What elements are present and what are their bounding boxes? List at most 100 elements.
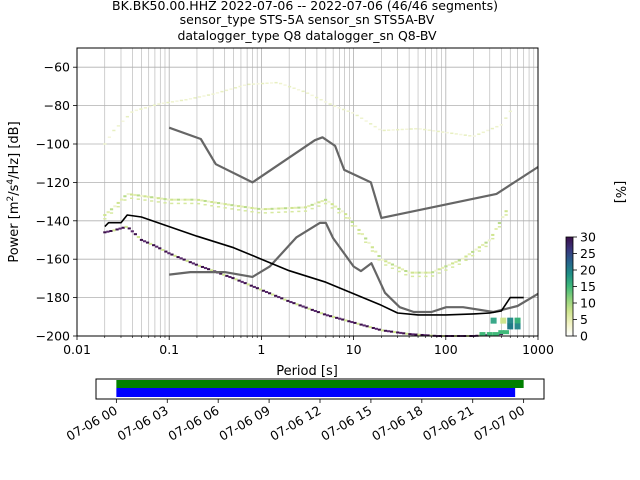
ppd-cell-upper bbox=[461, 257, 465, 260]
y-tick-label: −140 bbox=[36, 213, 70, 228]
ppd-cell-upper bbox=[384, 260, 388, 263]
ppd-cell-upper-secondary bbox=[143, 199, 147, 201]
ppd-cell-upper bbox=[390, 263, 395, 266]
ppd-cell-upper-secondary bbox=[344, 217, 348, 219]
colorbar-gradient bbox=[565, 236, 574, 337]
ppd-cell-outlier bbox=[373, 125, 377, 128]
ppd-cell-main bbox=[316, 311, 320, 314]
ppd-cell-main bbox=[423, 334, 427, 337]
ppd-cell-outlier bbox=[481, 131, 485, 134]
ppd-cell-upper-secondary bbox=[109, 212, 114, 214]
ppd-cell-upper bbox=[474, 248, 478, 251]
ppd-cell-upper bbox=[323, 198, 328, 201]
y-tick-label: −180 bbox=[36, 290, 70, 305]
ppd-cell-main bbox=[368, 326, 372, 329]
ppd-cell-outlier bbox=[382, 129, 386, 132]
ppd-cell-upper-secondary bbox=[504, 214, 508, 216]
line-nlnm bbox=[169, 221, 539, 314]
ppd-cell-upper bbox=[103, 214, 107, 217]
ppd-cell-upper bbox=[213, 201, 217, 204]
ppd-cell-main bbox=[185, 259, 189, 262]
ppd-cell-upper-secondary bbox=[277, 211, 281, 214]
ppd-cell-upper-secondary bbox=[297, 210, 301, 213]
ppd-cell-main bbox=[338, 317, 342, 320]
ppd-cell-outlier bbox=[396, 128, 400, 131]
ppd-cell-main bbox=[264, 291, 269, 294]
ppd-cell-upper bbox=[203, 199, 207, 202]
ppd-cell-outlier bbox=[278, 82, 283, 85]
ppd-cell-outlier bbox=[206, 94, 211, 96]
ppd-cell-long-period bbox=[507, 317, 514, 324]
ppd-cell-main bbox=[402, 332, 406, 335]
ppd-cell-upper-secondary bbox=[364, 241, 368, 243]
plot-frame bbox=[76, 47, 539, 337]
ppd-cell-outlier bbox=[324, 101, 328, 103]
ppd-cell-outlier bbox=[364, 120, 368, 122]
ppd-cell-upper bbox=[160, 197, 164, 200]
ppd-cell-upper bbox=[367, 241, 371, 244]
ppd-cell-outlier bbox=[220, 90, 224, 93]
ppd-cell-upper bbox=[293, 206, 298, 209]
ppd-cell-upper bbox=[320, 200, 324, 203]
ppd-cell-main bbox=[176, 256, 180, 259]
ppd-cell-upper-secondary bbox=[116, 205, 120, 208]
ppd-cell-upper-secondary bbox=[250, 210, 254, 213]
y-tick-label: −100 bbox=[36, 137, 70, 152]
ppd-cell-upper-secondary bbox=[323, 202, 328, 205]
ppd-cell-main bbox=[396, 331, 400, 334]
ppd-cell-main bbox=[252, 285, 256, 288]
ppd-cell-main bbox=[301, 305, 305, 308]
ppd-cell-upper-secondary bbox=[310, 207, 314, 210]
ppd-cell-outlier bbox=[418, 128, 422, 130]
ppd-cell-outlier bbox=[427, 129, 431, 131]
line-mode bbox=[104, 214, 524, 316]
ppd-cell-outlier bbox=[508, 110, 512, 113]
ppd-cell-upper-secondary bbox=[290, 210, 294, 213]
ppd-cell-upper bbox=[501, 216, 505, 219]
ppd-cell-outlier bbox=[265, 82, 269, 84]
ppd-cell-upper bbox=[477, 246, 481, 249]
ppd-cell-upper-secondary bbox=[337, 211, 341, 214]
ppd-cell-upper-secondary bbox=[176, 202, 181, 205]
ppd-cell-upper bbox=[180, 198, 184, 201]
ppd-cell-upper bbox=[290, 206, 294, 209]
ppd-cell-upper bbox=[143, 195, 147, 198]
ppd-cell-upper-secondary bbox=[263, 212, 267, 214]
ppd-cell-upper bbox=[170, 198, 174, 201]
ppd-cell-main bbox=[164, 250, 168, 253]
ppd-cell-upper bbox=[374, 250, 378, 253]
ppd-cell-upper bbox=[240, 205, 244, 208]
ppd-cell-outlier bbox=[328, 103, 332, 105]
ppd-cell-upper bbox=[163, 198, 167, 201]
ppd-cell-outlier bbox=[143, 107, 148, 109]
ppd-cell-main bbox=[191, 262, 195, 265]
timeline-tick-label: 07-07 00 bbox=[471, 403, 527, 444]
ppd-cell-upper-secondary bbox=[257, 211, 261, 214]
x-tick-label: 10 bbox=[346, 342, 362, 357]
ppd-cell-upper-secondary bbox=[216, 206, 221, 208]
ppd-cell-outlier bbox=[319, 98, 323, 101]
ppd-cell-main bbox=[249, 284, 253, 287]
ppd-cell-outlier bbox=[315, 96, 319, 99]
ppd-cell-outlier bbox=[378, 128, 382, 131]
timeline-tick-label: 07-06 09 bbox=[216, 403, 272, 444]
ppd-cell-main bbox=[261, 289, 266, 292]
ppd-cell-upper bbox=[484, 241, 488, 244]
y-axis-label: Power [m2/s4/Hz] [dB] bbox=[6, 121, 22, 262]
colorbar-tick-label: 20 bbox=[580, 263, 596, 278]
ppd-cell-main bbox=[182, 258, 186, 261]
x-tick-label: 0.01 bbox=[63, 342, 91, 357]
ppd-cell-outlier bbox=[193, 97, 197, 99]
ppd-cell-outlier bbox=[400, 128, 404, 131]
timeline-tick-label: 07-06 15 bbox=[318, 403, 374, 444]
plot-background bbox=[77, 48, 538, 336]
ppd-cell-main bbox=[225, 274, 229, 277]
ppd-cell-main bbox=[380, 329, 385, 332]
ppd-cell-main bbox=[103, 231, 107, 234]
ppd-cell-outlier bbox=[121, 120, 125, 123]
ppd-cell-main bbox=[280, 297, 284, 300]
